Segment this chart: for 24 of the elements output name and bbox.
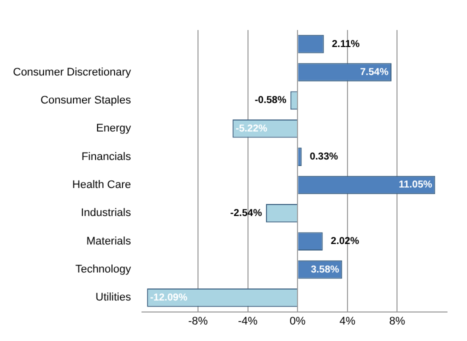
y-tick-label: Consumer Staples bbox=[40, 94, 132, 106]
y-tick-label: Energy bbox=[96, 122, 132, 135]
x-tick-label: 4% bbox=[339, 315, 356, 328]
y-tick-label: Consumer Discretionary bbox=[12, 66, 132, 78]
y-tick-label: Technology bbox=[75, 264, 132, 276]
y-tick-label: Financials bbox=[81, 150, 132, 163]
data-label: 3.58% bbox=[310, 264, 340, 276]
data-label: -2.54% bbox=[230, 208, 262, 219]
x-tick-label: 8% bbox=[389, 315, 406, 328]
data-label: -0.58% bbox=[254, 95, 286, 106]
x-tick-label: -8% bbox=[188, 315, 208, 328]
data-label: 0.33% bbox=[310, 152, 338, 163]
data-label: 2.02% bbox=[330, 236, 360, 248]
y-tick-label: Health Care bbox=[72, 179, 131, 192]
x-tick-label: -4% bbox=[238, 315, 258, 328]
data-label: -12.09% bbox=[150, 292, 188, 304]
data-label: 11.05% bbox=[398, 180, 432, 191]
data-label: 2.11% bbox=[332, 38, 360, 50]
y-tick-label: Utilities bbox=[96, 292, 132, 304]
data-label: -5.22% bbox=[236, 123, 268, 134]
data-label: 7.54% bbox=[360, 67, 389, 78]
y-tick-label: Materials bbox=[86, 235, 132, 248]
y-tick-label: Industrials bbox=[80, 207, 132, 220]
x-tick-label: 0% bbox=[290, 315, 306, 328]
